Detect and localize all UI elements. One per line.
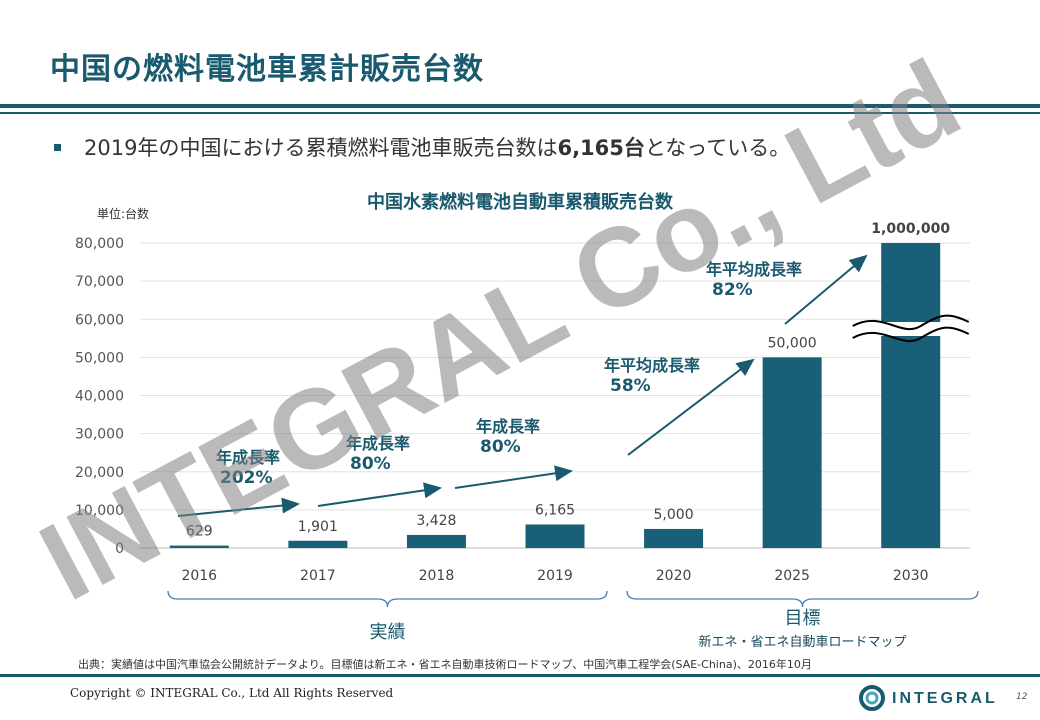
- data-label: 1,901: [298, 519, 338, 535]
- source-note: 出典：実績値は中国汽車協会公開統計データより。目標値は新エネ・省エネ自動車技術ロ…: [78, 658, 812, 671]
- x-tick-label: 2019: [537, 568, 573, 584]
- bar-2030: [881, 243, 941, 548]
- x-tick-label: 2018: [419, 568, 455, 584]
- footer-rule: [0, 674, 1040, 677]
- y-tick-label: 0: [115, 541, 124, 557]
- group-sublabel: 新エネ・省エネ自動車ロードマップ: [698, 634, 906, 650]
- bar-2020: [644, 528, 704, 548]
- bar-chart: 単位:台数 0 10,000 20,000 30,000 40,000 50,000 60,0…: [75, 206, 979, 650]
- data-label: 629: [186, 524, 213, 540]
- growth-value: 80%: [480, 437, 521, 457]
- growth-value: 58%: [610, 376, 651, 396]
- x-tick-label: 2017: [300, 568, 336, 584]
- growth-label: 年成長率: [346, 434, 410, 453]
- data-label: 1,000,000: [871, 221, 950, 237]
- data-label: 5,000: [654, 507, 694, 523]
- growth-arrow: [177, 497, 300, 517]
- group-brace-actual: [167, 590, 608, 608]
- title-rule-thin: [0, 112, 1040, 114]
- y-tick-label: 30,000: [75, 427, 124, 443]
- x-tick-label: 2016: [181, 568, 217, 584]
- page-number: 12: [1016, 692, 1028, 702]
- growth-arrow: [784, 254, 868, 325]
- title-rule-thick: [0, 104, 1040, 108]
- growth-label: 年成長率: [476, 417, 540, 436]
- integral-logo-icon: [859, 685, 885, 711]
- bar-2018: [406, 534, 466, 548]
- axis-break-line: [852, 314, 970, 331]
- x-tick-label: 2025: [774, 568, 810, 584]
- growth-label: 年平均成長率: [706, 260, 802, 279]
- growth-label: 年成長率: [216, 448, 280, 467]
- y-tick-label: 20,000: [75, 465, 124, 481]
- lead-text-post: となっている。: [644, 136, 791, 160]
- bar-2016: [169, 545, 229, 548]
- growth-value: 80%: [350, 454, 391, 474]
- chart-title: 中国水素燃料電池自動車累積販売台数: [367, 192, 673, 213]
- growth-value: 82%: [712, 280, 753, 300]
- bar-2017: [288, 540, 348, 548]
- growth-label: 年平均成長率: [604, 356, 700, 375]
- growth-value: 202%: [220, 468, 273, 488]
- y-tick-label: 50,000: [75, 350, 124, 366]
- x-tick-label: 2030: [893, 568, 929, 584]
- y-tick-label: 40,000: [75, 389, 124, 405]
- y-tick-label: 80,000: [75, 236, 124, 252]
- data-label: 6,165: [535, 502, 575, 518]
- bar-2019: [525, 524, 585, 548]
- y-tick-label: 70,000: [75, 274, 124, 290]
- unit-label: 単位:台数: [97, 206, 149, 221]
- x-tick-label: 2020: [656, 568, 692, 584]
- growth-arrow: [317, 482, 442, 507]
- y-tick-label: 60,000: [75, 312, 124, 328]
- slide-title: 中国の燃料電池車累計販売台数: [50, 52, 484, 87]
- group-label: 目標: [785, 608, 821, 629]
- y-tick-label: 10,000: [75, 503, 124, 519]
- data-label: 3,428: [416, 513, 456, 529]
- bullet-square-icon: [54, 144, 61, 151]
- copyright-text: Copyright © INTEGRAL Co., Ltd All Rights…: [70, 686, 394, 700]
- group-brace-target: [626, 590, 979, 608]
- axis-break-line: [852, 326, 970, 343]
- logo-text: INTEGRAL: [892, 690, 998, 707]
- lead-text-pre: 2019年の中国における累積燃料電池車販売台数は: [84, 136, 558, 160]
- growth-arrow: [454, 465, 573, 489]
- bar-2025: [762, 357, 822, 548]
- lead-text: 2019年の中国における累積燃料電池車販売台数は6,165台となっている。: [84, 132, 790, 162]
- data-label: 50,000: [768, 335, 817, 351]
- growth-arrow: [627, 358, 755, 456]
- group-label: 実績: [370, 622, 406, 643]
- lead-text-bold: 6,165台: [557, 136, 645, 160]
